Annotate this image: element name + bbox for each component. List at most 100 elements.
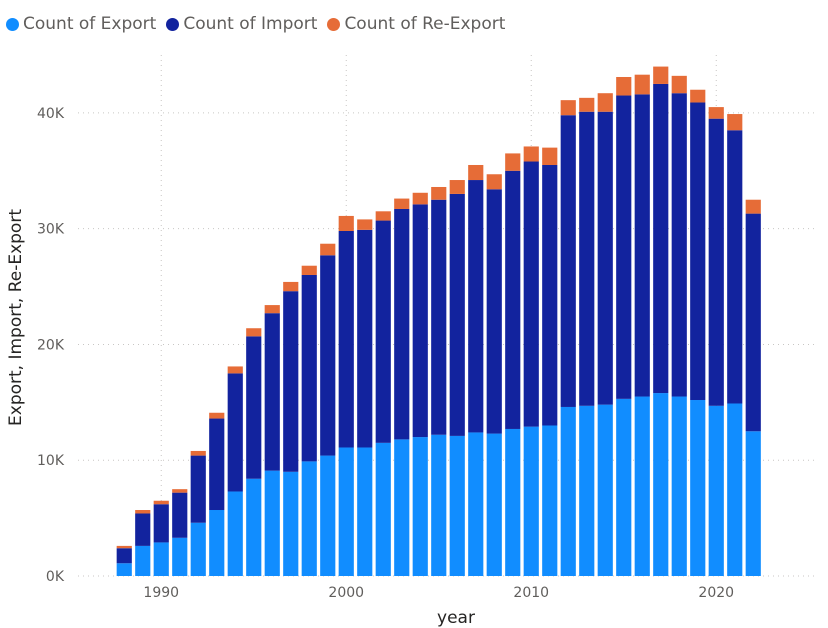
bar-import[interactable]	[542, 164, 558, 426]
bar-import[interactable]	[727, 130, 743, 404]
bar-export[interactable]	[505, 428, 521, 576]
bar-re-export[interactable]	[542, 147, 558, 165]
bar-import[interactable]	[616, 95, 632, 399]
bar-re-export[interactable]	[505, 153, 521, 171]
bar-export[interactable]	[412, 437, 428, 576]
bar-export[interactable]	[190, 522, 206, 576]
bar-import[interactable]	[375, 220, 391, 443]
bar-export[interactable]	[320, 455, 336, 576]
bar-re-export[interactable]	[172, 489, 188, 493]
legend-item-export[interactable]: Count of Export	[6, 14, 156, 34]
bar-import[interactable]	[671, 93, 687, 397]
bar-import[interactable]	[579, 111, 595, 406]
bar-export[interactable]	[468, 432, 484, 576]
bar-re-export[interactable]	[690, 89, 706, 103]
bar-re-export[interactable]	[283, 281, 299, 292]
bar-re-export[interactable]	[468, 164, 484, 181]
bar-export[interactable]	[431, 434, 447, 576]
bar-export[interactable]	[542, 425, 558, 576]
bar-export[interactable]	[153, 542, 169, 576]
bar-re-export[interactable]	[523, 146, 539, 162]
bar-export[interactable]	[246, 478, 262, 576]
bar-re-export[interactable]	[375, 211, 391, 221]
bar-re-export[interactable]	[634, 74, 650, 95]
bar-re-export[interactable]	[394, 198, 410, 209]
bar-re-export[interactable]	[560, 100, 576, 116]
bar-import[interactable]	[394, 208, 410, 440]
bar-export[interactable]	[264, 470, 280, 576]
bar-import[interactable]	[431, 199, 447, 435]
bar-import[interactable]	[301, 274, 317, 462]
bar-import[interactable]	[597, 111, 613, 405]
bar-export[interactable]	[653, 393, 669, 576]
bar-import[interactable]	[357, 229, 373, 448]
bar-export[interactable]	[375, 442, 391, 576]
bar-re-export[interactable]	[653, 66, 669, 84]
bar-re-export[interactable]	[486, 174, 502, 190]
bar-re-export[interactable]	[320, 243, 336, 256]
bar-export[interactable]	[597, 404, 613, 576]
bar-re-export[interactable]	[579, 97, 595, 112]
bar-export[interactable]	[708, 405, 724, 576]
bar-re-export[interactable]	[190, 450, 206, 456]
bar-import[interactable]	[523, 161, 539, 427]
bar-import[interactable]	[468, 180, 484, 433]
bar-export[interactable]	[523, 426, 539, 576]
bar-export[interactable]	[227, 491, 243, 576]
bar-export[interactable]	[283, 471, 299, 576]
bar-export[interactable]	[579, 405, 595, 576]
bar-export[interactable]	[616, 398, 632, 576]
bar-re-export[interactable]	[708, 107, 724, 119]
bar-export[interactable]	[116, 563, 132, 576]
bar-import[interactable]	[283, 291, 299, 472]
bar-re-export[interactable]	[449, 180, 465, 194]
bar-import[interactable]	[246, 336, 262, 479]
bar-export[interactable]	[135, 545, 151, 576]
bar-import[interactable]	[320, 255, 336, 456]
bar-export[interactable]	[394, 439, 410, 576]
bar-import[interactable]	[634, 94, 650, 397]
bar-import[interactable]	[209, 418, 225, 511]
bar-re-export[interactable]	[412, 192, 428, 205]
bar-re-export[interactable]	[135, 510, 151, 514]
bar-re-export[interactable]	[357, 219, 373, 230]
bar-re-export[interactable]	[264, 305, 280, 314]
bar-export[interactable]	[560, 406, 576, 576]
bar-re-export[interactable]	[246, 328, 262, 337]
bar-import[interactable]	[338, 230, 354, 448]
bar-re-export[interactable]	[338, 215, 354, 231]
bar-re-export[interactable]	[227, 366, 243, 374]
bar-import[interactable]	[505, 170, 521, 429]
legend-item-re-export[interactable]: Count of Re-Export	[327, 14, 505, 34]
bar-re-export[interactable]	[301, 265, 317, 275]
bar-import[interactable]	[264, 313, 280, 471]
bar-import[interactable]	[745, 213, 761, 432]
bar-re-export[interactable]	[431, 186, 447, 200]
bar-import[interactable]	[412, 204, 428, 438]
bar-export[interactable]	[745, 431, 761, 576]
bar-import[interactable]	[172, 492, 188, 538]
bar-export[interactable]	[301, 461, 317, 576]
bar-import[interactable]	[153, 504, 169, 543]
bar-import[interactable]	[560, 115, 576, 407]
bar-export[interactable]	[486, 433, 502, 576]
bar-re-export[interactable]	[116, 545, 132, 549]
bar-import[interactable]	[690, 102, 706, 401]
bar-re-export[interactable]	[597, 93, 613, 112]
bar-import[interactable]	[708, 118, 724, 406]
bar-export[interactable]	[449, 435, 465, 576]
bar-import[interactable]	[449, 193, 465, 436]
bar-import[interactable]	[116, 548, 132, 564]
bar-export[interactable]	[690, 400, 706, 576]
bar-export[interactable]	[338, 447, 354, 576]
bar-re-export[interactable]	[671, 75, 687, 94]
bar-import[interactable]	[486, 189, 502, 434]
bar-re-export[interactable]	[153, 500, 169, 505]
bar-export[interactable]	[209, 510, 225, 576]
bar-re-export[interactable]	[745, 199, 761, 214]
bar-export[interactable]	[357, 447, 373, 576]
bar-import[interactable]	[135, 513, 151, 546]
bar-import[interactable]	[653, 83, 669, 394]
bar-export[interactable]	[172, 537, 188, 576]
bar-export[interactable]	[727, 403, 743, 576]
